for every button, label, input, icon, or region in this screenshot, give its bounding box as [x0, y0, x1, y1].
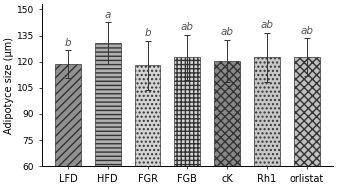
Y-axis label: Adipotyce size (μm): Adipotyce size (μm) — [4, 37, 14, 134]
Text: ab: ab — [261, 20, 273, 30]
Bar — [134, 65, 160, 166]
Bar — [254, 57, 280, 166]
Text: ab: ab — [221, 27, 234, 37]
Text: ab: ab — [300, 26, 313, 36]
Text: ab: ab — [181, 22, 194, 32]
Bar — [214, 61, 240, 166]
Text: a: a — [104, 10, 111, 20]
Bar — [294, 57, 319, 166]
Bar — [175, 57, 200, 166]
Text: b: b — [65, 38, 71, 48]
Text: b: b — [144, 28, 151, 38]
Bar — [95, 43, 121, 166]
Bar — [55, 64, 81, 166]
